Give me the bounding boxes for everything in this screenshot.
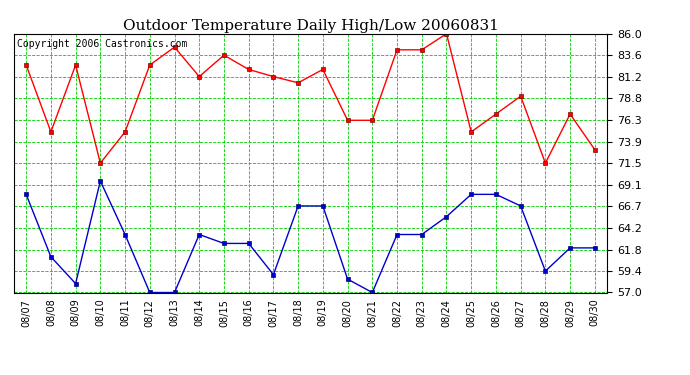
Title: Outdoor Temperature Daily High/Low 20060831: Outdoor Temperature Daily High/Low 20060… — [123, 19, 498, 33]
Text: Copyright 2006 Castronics.com: Copyright 2006 Castronics.com — [17, 39, 187, 49]
